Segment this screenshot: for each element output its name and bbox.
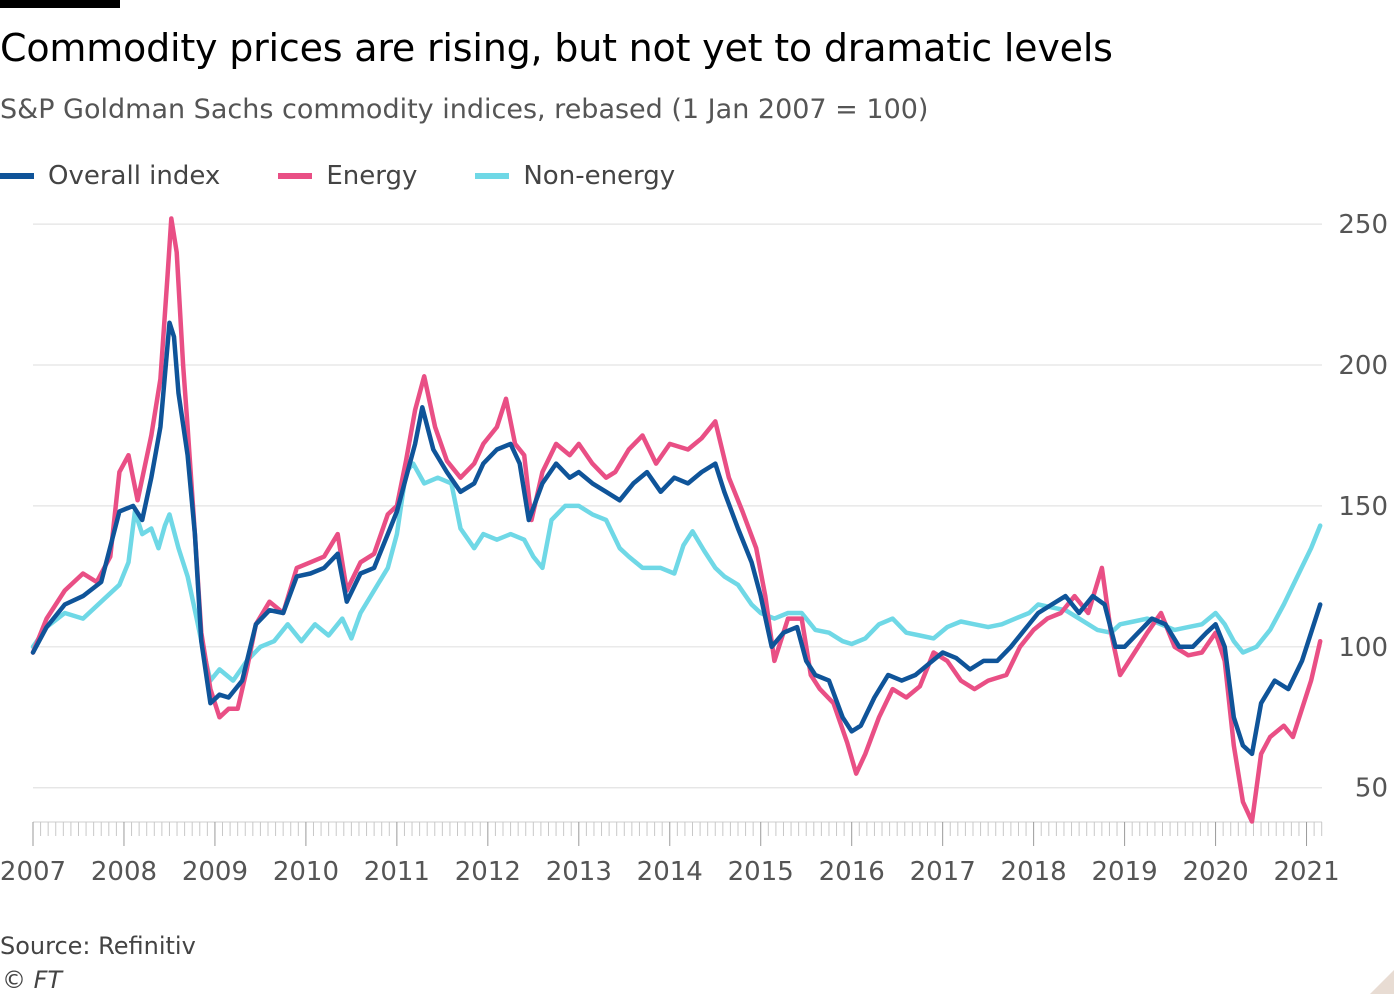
x-tick-label: 2011 (364, 857, 430, 887)
series-line-energy (30, 216, 1323, 824)
legend-item-energy: Energy (278, 161, 417, 191)
legend-label: Energy (326, 161, 418, 191)
y-tick-label: 100 (1338, 633, 1388, 663)
x-tick-label: 2019 (1092, 857, 1158, 887)
x-tick-label: 2021 (1273, 857, 1339, 887)
series-line-overall-index (30, 320, 1323, 757)
x-tick-label: 2014 (637, 857, 703, 887)
y-tick-label: 50 (1355, 774, 1388, 804)
source-note: Source: Refinitiv (0, 932, 196, 960)
x-tick-label: 2016 (819, 857, 885, 887)
legend-swatch (0, 173, 34, 179)
y-axis: 50 100 150 200 250 (1338, 210, 1388, 804)
series-line-non-energy (30, 461, 1323, 683)
x-tick-label: 2017 (910, 857, 976, 887)
legend-swatch (475, 173, 510, 179)
line-chart: 2007 2008 2009 2010 2011 2012 2013 2014 2015 2016… (0, 210, 1388, 887)
chart-legend: Overall index Energy Non-energy (0, 160, 733, 192)
legend-item-overall-index: Overall index (0, 161, 220, 191)
x-tick-label: 2018 (1001, 857, 1067, 887)
legend-label: Non-energy (523, 161, 676, 191)
x-tick-label: 2020 (1182, 857, 1248, 887)
x-tick-label: 2013 (546, 857, 612, 887)
x-tick-label: 2010 (273, 857, 339, 887)
chart-subtitle: S&P Goldman Sachs commodity indices, reb… (0, 94, 929, 125)
y-tick-label: 200 (1338, 351, 1388, 381)
y-tick-label: 150 (1338, 492, 1388, 522)
series-lines (30, 216, 1323, 824)
legend-swatch (278, 173, 313, 179)
legend-item-non-energy: Non-energy (475, 161, 675, 191)
credit-note: © FT (2, 966, 63, 994)
x-tick-label: 2015 (728, 857, 794, 887)
x-axis: 2007 2008 2009 2010 2011 2012 2013 2014 2015 2016… (0, 821, 1340, 887)
resize-corner-icon (1370, 970, 1394, 994)
x-tick-label: 2009 (182, 857, 248, 887)
y-tick-label: 250 (1338, 210, 1388, 240)
chart-title: Commodity prices are rising, but not yet… (0, 26, 1113, 70)
brand-bar (0, 0, 120, 8)
x-tick-label: 2008 (91, 857, 157, 887)
legend-label: Overall index (48, 161, 221, 191)
gridlines (33, 223, 1322, 789)
x-tick-label: 2012 (455, 857, 521, 887)
x-tick-label: 2007 (0, 857, 66, 887)
